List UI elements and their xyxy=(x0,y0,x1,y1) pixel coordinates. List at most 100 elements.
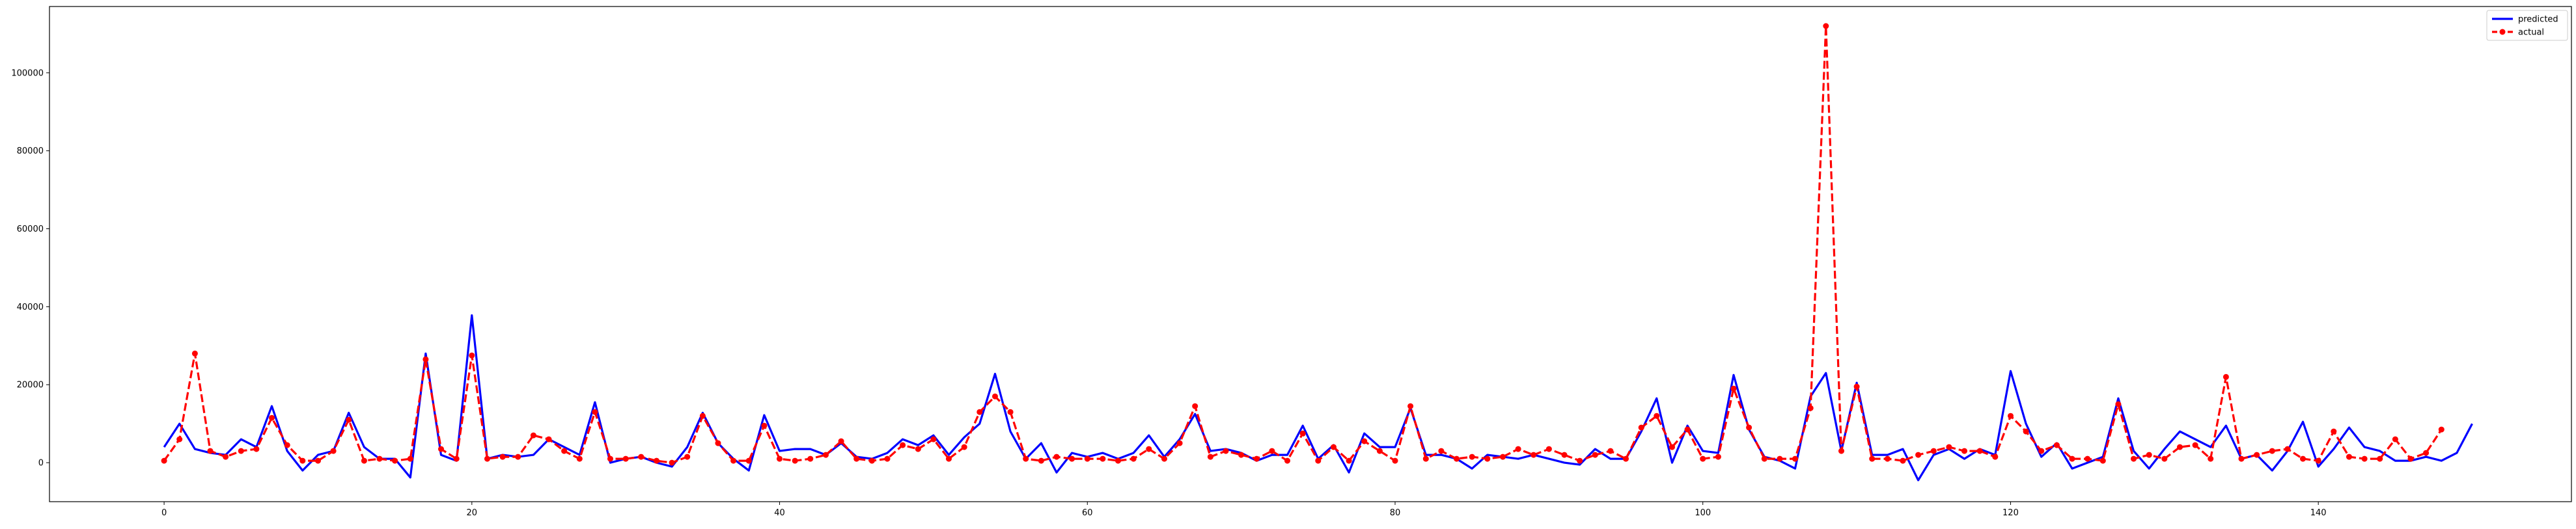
x-tick-label: 40 xyxy=(774,508,785,518)
data-point-actual xyxy=(654,457,659,464)
data-point-actual xyxy=(592,409,598,415)
data-point-actual xyxy=(1469,454,1475,460)
data-point-actual xyxy=(1146,446,1152,452)
data-point-actual xyxy=(253,446,260,452)
data-point-actual xyxy=(2407,455,2414,462)
data-point-actual xyxy=(1730,385,1737,392)
data-point-actual xyxy=(1346,457,1352,464)
data-point-actual xyxy=(1130,455,1137,462)
y-tick-label: 0 xyxy=(38,459,44,468)
data-point-actual xyxy=(638,454,644,460)
data-point-actual xyxy=(684,454,691,460)
data-point-actual xyxy=(2269,448,2275,454)
data-point-actual xyxy=(223,454,229,460)
data-point-actual xyxy=(1069,455,1075,462)
data-point-actual xyxy=(1053,454,1060,460)
x-tick-label: 20 xyxy=(467,508,478,518)
data-point-actual xyxy=(499,454,506,460)
data-point-actual xyxy=(2238,455,2245,462)
data-point-actual xyxy=(269,414,275,421)
data-point-actual xyxy=(2331,428,2337,435)
data-point-actual xyxy=(1900,457,1906,464)
data-point-actual xyxy=(1869,455,1876,462)
data-point-actual xyxy=(2300,455,2306,462)
data-point-actual xyxy=(715,440,721,446)
data-point-actual xyxy=(546,436,552,442)
data-point-actual xyxy=(669,459,675,466)
y-tick-label: 80000 xyxy=(17,146,44,156)
data-point-actual xyxy=(1438,448,1445,454)
data-point-actual xyxy=(622,455,629,462)
data-point-actual xyxy=(299,457,306,464)
data-point-actual xyxy=(1376,448,1383,454)
data-point-actual xyxy=(376,455,383,462)
data-point-actual xyxy=(1023,455,1029,462)
data-point-actual xyxy=(1545,446,1552,452)
data-point-actual xyxy=(1422,455,1429,462)
data-point-actual xyxy=(1315,457,1322,464)
data-point-actual xyxy=(1115,457,1121,464)
data-point-actual xyxy=(1638,424,1644,431)
data-point-actual xyxy=(1192,403,1198,409)
data-point-actual xyxy=(792,457,798,464)
data-point-actual xyxy=(930,436,937,442)
data-point-actual xyxy=(2131,455,2137,462)
data-point-actual xyxy=(2008,413,2014,419)
data-point-actual xyxy=(2438,426,2444,433)
marker-layer xyxy=(161,23,2444,466)
data-point-actual xyxy=(2192,442,2198,448)
data-point-actual xyxy=(992,393,998,400)
data-point-actual xyxy=(1269,448,1275,454)
data-point-actual xyxy=(1038,457,1044,464)
x-tick-label: 60 xyxy=(1082,508,1093,518)
data-point-actual xyxy=(1299,430,1306,437)
data-point-actual xyxy=(1592,452,1598,458)
data-point-actual xyxy=(2254,452,2260,458)
data-point-actual xyxy=(1961,448,1967,454)
data-point-actual xyxy=(1392,457,1398,464)
data-point-actual xyxy=(2146,452,2152,458)
data-point-actual xyxy=(484,455,490,462)
data-point-actual xyxy=(2084,455,2091,462)
data-point-actual xyxy=(207,448,214,454)
data-point-actual xyxy=(2361,455,2368,462)
data-point-actual xyxy=(1761,455,1767,462)
data-point-actual xyxy=(777,455,782,462)
x-tick-label: 120 xyxy=(2002,508,2019,518)
data-point-actual xyxy=(2161,455,2168,462)
data-point-actual xyxy=(1807,405,1814,411)
legend: predicted actual xyxy=(2486,10,2568,41)
data-point-actual xyxy=(315,457,321,464)
data-point-actual xyxy=(761,422,768,429)
legend-label-actual: actual xyxy=(2518,28,2544,38)
legend-marker-actual xyxy=(2499,29,2506,35)
data-point-actual xyxy=(868,457,875,464)
data-point-actual xyxy=(191,350,198,357)
y-tick-label: 40000 xyxy=(17,303,44,312)
data-point-actual xyxy=(161,457,167,464)
data-point-actual xyxy=(2177,444,2183,450)
x-tick-label: 100 xyxy=(1695,508,1711,518)
data-point-actual xyxy=(1823,23,1829,29)
data-point-actual xyxy=(1654,413,1660,419)
data-point-actual xyxy=(346,416,352,423)
data-point-actual xyxy=(515,454,521,460)
data-point-actual xyxy=(838,438,844,444)
data-point-actual xyxy=(900,442,906,448)
data-point-actual xyxy=(699,413,706,419)
data-point-actual xyxy=(2392,436,2398,442)
data-point-actual xyxy=(1253,455,1260,462)
data-point-actual xyxy=(361,457,367,464)
legend-label-predicted: predicted xyxy=(2518,15,2558,25)
data-point-actual xyxy=(2023,428,2029,435)
data-point-actual xyxy=(2053,442,2060,448)
data-point-actual xyxy=(1515,446,1521,452)
data-point-actual xyxy=(1607,448,1614,454)
data-point-actual xyxy=(1484,455,1491,462)
y-tick-label: 100000 xyxy=(11,68,44,78)
data-point-actual xyxy=(1176,440,1183,446)
data-point-actual xyxy=(730,457,737,464)
data-point-actual xyxy=(1500,454,1506,460)
data-point-actual xyxy=(1884,455,1890,462)
data-point-actual xyxy=(422,356,429,362)
